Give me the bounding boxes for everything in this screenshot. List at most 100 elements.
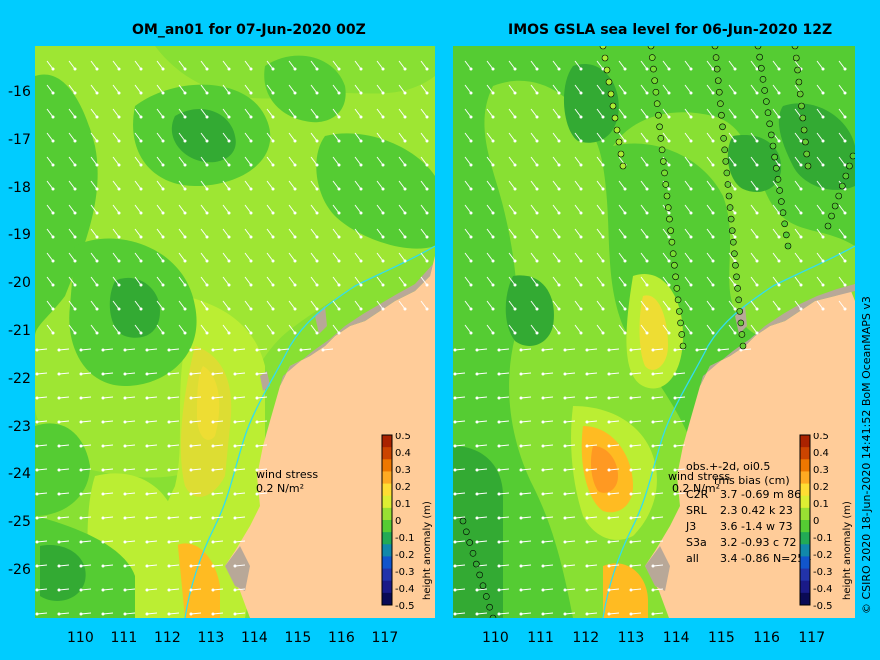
wind-arrow	[476, 588, 488, 591]
wind-arrow	[124, 468, 136, 471]
wind-arrow	[728, 300, 736, 310]
wind-arrow-head	[623, 91, 627, 95]
wind-arrow-head	[161, 235, 165, 239]
wind-arrow-head	[35, 468, 39, 472]
wind-arrow	[322, 348, 334, 351]
wind-arrow-head	[205, 139, 209, 143]
wind-arrow-head	[623, 235, 627, 239]
obs-track-dot	[768, 131, 775, 139]
colorbar-segment	[382, 447, 392, 460]
obs-track-dot	[824, 222, 832, 230]
wind-arrow	[486, 204, 494, 214]
wind-arrow	[46, 84, 54, 94]
wind-arrow-head	[293, 115, 297, 119]
obs-track-dot	[783, 231, 790, 239]
wind-arrow	[794, 228, 802, 238]
wind-arrow	[234, 516, 246, 519]
wind-arrow	[124, 348, 136, 351]
wind-arrow-head	[139, 283, 143, 287]
wind-arrow	[508, 84, 516, 94]
wind-arrow	[618, 204, 626, 214]
obs-track-dot	[754, 46, 762, 50]
wind-arrow-head	[95, 187, 99, 191]
colorbar-segment	[382, 483, 392, 497]
wind-arrow	[168, 492, 180, 495]
wind-arrow	[244, 324, 252, 334]
obs-track-dot	[779, 209, 787, 216]
wind-arrow	[102, 444, 114, 447]
wind-arrow-head	[733, 139, 737, 143]
wind-arrow	[838, 300, 846, 310]
wind-arrow-head	[541, 612, 545, 616]
wind-arrow	[706, 180, 714, 190]
wind-arrow	[530, 276, 538, 286]
wind-arrow	[542, 372, 554, 375]
wind-arrow	[266, 252, 274, 262]
wind-arrow	[46, 180, 54, 190]
wind-arrow-head	[139, 331, 143, 335]
wind-arrow-head	[541, 564, 545, 568]
wind-arrow-head	[667, 331, 671, 335]
wind-arrow	[200, 204, 208, 214]
wind-arrow-head	[711, 187, 715, 191]
wind-arrow-head	[161, 283, 165, 287]
wind-arrow	[134, 324, 142, 334]
wind-arrow-head	[293, 187, 297, 191]
wind-arrow	[420, 276, 428, 286]
wind-arrow-head	[233, 372, 237, 376]
wind-arrow-head	[711, 259, 715, 263]
colorbar-tick-label: 0.5	[813, 433, 829, 442]
wind-arrow	[652, 564, 664, 567]
wind-arrow	[234, 468, 246, 471]
wind-arrow-head	[73, 307, 77, 311]
wind-arrow	[332, 276, 340, 286]
obs-track-dot	[673, 285, 681, 292]
wind-arrow-head	[695, 348, 699, 352]
wind-arrow	[750, 84, 758, 94]
wind-arrow	[234, 540, 246, 543]
wind-arrow-head	[57, 396, 61, 400]
obs-track-dot	[725, 192, 733, 200]
wind-arrow-head	[733, 331, 737, 335]
wind-arrow-head	[469, 91, 473, 95]
wind-arrow	[168, 396, 180, 399]
wind-arrow	[80, 564, 92, 567]
wind-arrow-head	[249, 139, 253, 143]
wind-arrow	[838, 156, 846, 166]
wind-arrow-head	[513, 259, 517, 263]
wind-arrow-head	[673, 444, 677, 448]
wind-arrow-head	[843, 283, 847, 287]
wind-arrow-head	[689, 235, 693, 239]
wind-arrow	[464, 276, 472, 286]
left-wind-label: wind stress	[256, 468, 319, 481]
wind-arrow	[90, 252, 98, 262]
wind-arrow-head	[425, 259, 429, 263]
wind-arrow	[816, 60, 824, 70]
wind-arrow	[178, 156, 186, 166]
right-map	[453, 46, 855, 618]
obs-track-dot	[727, 215, 735, 223]
right-wind-label: wind stress	[668, 470, 731, 483]
obs-track-dot	[776, 187, 783, 194]
wind-arrow	[520, 612, 532, 615]
wind-arrow	[146, 372, 158, 375]
wind-arrow	[662, 108, 670, 118]
wind-arrow	[630, 540, 642, 543]
wind-arrow-head	[563, 468, 567, 472]
wind-arrow-head	[519, 516, 523, 520]
wind-arrow	[486, 252, 494, 262]
wind-arrow	[420, 204, 428, 214]
wind-arrow	[552, 252, 560, 262]
wind-arrow	[354, 204, 362, 214]
wind-arrow	[750, 324, 758, 334]
x-tick-label: 116	[753, 630, 780, 646]
wind-arrow-head	[711, 211, 715, 215]
wind-arrow	[310, 300, 318, 310]
wind-arrow-head	[425, 115, 429, 119]
wind-arrow	[256, 396, 268, 399]
wind-arrow-head	[563, 420, 567, 424]
wind-arrow	[234, 612, 246, 615]
wind-arrow	[222, 300, 230, 310]
wind-arrow	[310, 324, 318, 334]
wind-arrow-head	[579, 67, 583, 71]
